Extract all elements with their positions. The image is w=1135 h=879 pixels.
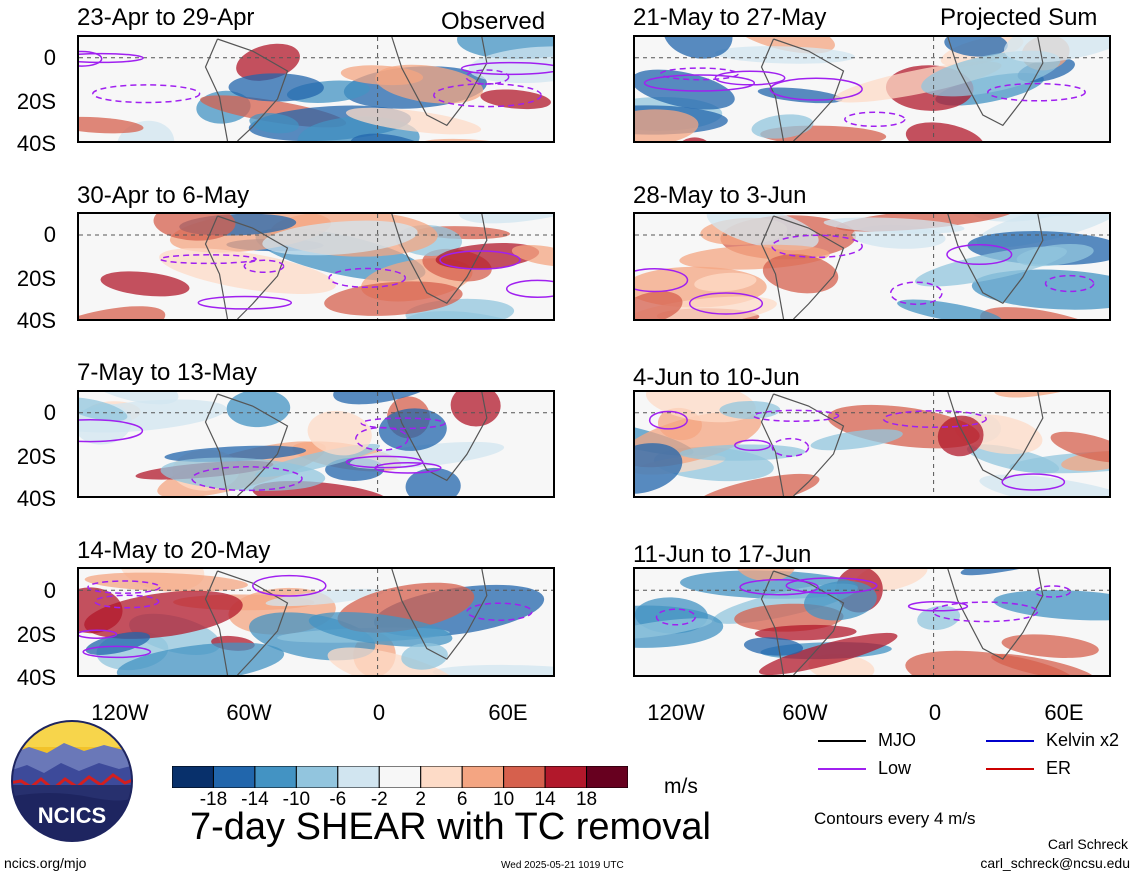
- panel-title-obs-2: 30-Apr to 6-May: [77, 182, 250, 209]
- colorbar-swatch: [544, 766, 588, 788]
- footer-email: carl_schreck@ncsu.edu: [980, 855, 1130, 871]
- ytick-p3-40s: 40S: [16, 486, 56, 511]
- colorbar-label: 2: [415, 789, 426, 810]
- xtick-left-60w: 60W: [226, 700, 272, 725]
- footer-url: ncics.org/mjo: [4, 855, 87, 871]
- ytick-p2-20s: 20S: [16, 266, 56, 291]
- map-panel-obs-1: [77, 35, 555, 143]
- colorbar-swatch: [212, 766, 256, 788]
- xtick-right-60e: 60E: [1044, 700, 1084, 725]
- colorbar-label: 6: [456, 789, 468, 810]
- contour-note: Contours every 4 m/s: [814, 809, 976, 828]
- xtick-left-60e: 60E: [488, 700, 528, 725]
- map-panel-proj-3: [633, 390, 1111, 498]
- colorbar-swatch: [586, 766, 628, 788]
- xtick-right-0: 0: [928, 700, 942, 725]
- map-panel-proj-4: [633, 567, 1111, 677]
- panel-title-proj-1: 21-May to 27-May: [633, 4, 827, 31]
- colorbar-swatch: [295, 766, 339, 788]
- footer-timestamp: Wed 2025-05-21 1019 UTC: [501, 860, 624, 871]
- colorbar-label: -2: [370, 789, 388, 810]
- colorbar-swatch: [420, 766, 463, 788]
- units-label: m/s: [664, 775, 698, 798]
- projected-sum-tag: Projected Sum: [940, 4, 1098, 31]
- ytick-p4-40s: 40S: [16, 665, 56, 690]
- xtick-right-60w: 60W: [782, 700, 828, 725]
- map-panel-proj-1: [633, 35, 1111, 143]
- ytick-p1-0: 0: [43, 45, 56, 70]
- panel-title-proj-3: 4-Jun to 10-Jun: [633, 364, 800, 391]
- map-panel-obs-4: [77, 567, 555, 677]
- legend-kelvin-line: [986, 740, 1034, 742]
- ytick-p4-20s: 20S: [16, 622, 56, 647]
- observed-tag: Observed: [441, 8, 546, 35]
- legend-mjo-line: [818, 740, 866, 742]
- ncics-logo: NCICS: [11, 720, 133, 842]
- xtick-right-120w: 120W: [647, 700, 705, 725]
- legend-er-label: ER: [1046, 758, 1072, 778]
- ytick-p1-20s: 20S: [16, 89, 56, 114]
- legend-mjo-label: MJO: [878, 730, 916, 750]
- colorbar: [172, 766, 628, 788]
- legend-low-line: [818, 768, 866, 770]
- panel-title-proj-4: 11-Jun to 17-Jun: [633, 541, 812, 568]
- colorbar-swatch: [337, 766, 380, 788]
- ytick-p2-0: 0: [43, 222, 56, 247]
- colorbar-label: -6: [329, 789, 347, 810]
- xtick-left-0: 0: [372, 700, 386, 725]
- colorbar-label: -14: [241, 789, 269, 810]
- map-panel-obs-2: [77, 212, 555, 321]
- panel-title-proj-2: 28-May to 3-Jun: [633, 182, 807, 209]
- legend-er-line: [986, 768, 1034, 770]
- colorbar-label: 18: [575, 789, 598, 810]
- xtick-left-120w: 120W: [91, 700, 149, 725]
- footer-author: Carl Schreck: [1047, 836, 1128, 852]
- figure-title: 7-day SHEAR with TC removal: [190, 806, 711, 848]
- logo-text: NCICS: [38, 803, 106, 828]
- colorbar-label: 14: [534, 789, 556, 810]
- colorbar-swatch: [378, 766, 422, 788]
- map-panel-proj-2: [633, 212, 1111, 321]
- colorbar-swatch: [461, 766, 505, 788]
- ytick-p4-0: 0: [43, 578, 56, 603]
- map-panel-obs-3: [77, 390, 555, 498]
- ytick-p3-20s: 20S: [16, 444, 56, 469]
- panel-title-obs-1: 23-Apr to 29-Apr: [77, 4, 255, 31]
- ytick-p3-0: 0: [43, 400, 56, 425]
- colorbar-label: -18: [199, 789, 228, 810]
- ytick-p2-40s: 40S: [16, 308, 56, 333]
- colorbar-swatch: [172, 766, 214, 788]
- legend-kelvin-label: Kelvin x2: [1046, 730, 1120, 750]
- panel-title-obs-4: 14-May to 20-May: [77, 537, 271, 564]
- colorbar-swatch: [254, 766, 297, 788]
- colorbar-label: -10: [282, 789, 311, 810]
- legend-low-label: Low: [878, 758, 912, 778]
- panel-title-obs-3: 7-May to 13-May: [77, 359, 258, 386]
- colorbar-swatch: [503, 766, 546, 788]
- ytick-p1-40s: 40S: [16, 131, 56, 156]
- colorbar-label: 10: [493, 789, 515, 810]
